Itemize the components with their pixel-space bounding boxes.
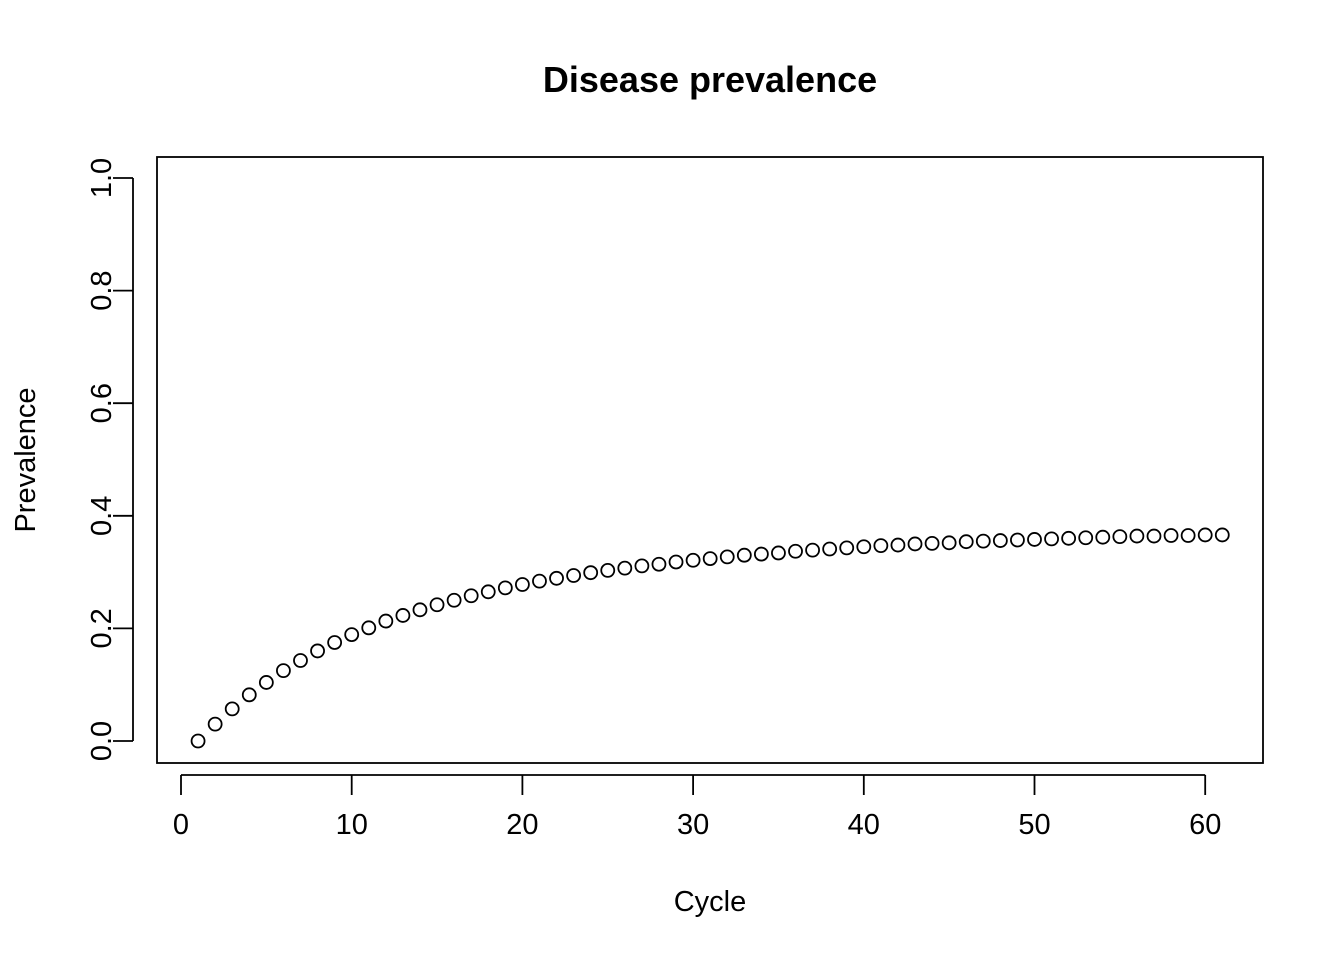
- x-axis-label: Cycle: [674, 886, 747, 918]
- data-point: [446, 592, 462, 608]
- data-point: [600, 563, 616, 578]
- x-axis: 0 10 20 30 40 50 60: [173, 774, 1221, 841]
- data-point: [361, 620, 377, 636]
- data-point: [1044, 531, 1059, 547]
- data-point: [1214, 527, 1230, 543]
- data-point: [480, 584, 496, 600]
- data-point: [566, 568, 582, 583]
- data-point: [1112, 529, 1128, 545]
- data-point: [549, 570, 564, 586]
- data-point: [1027, 532, 1042, 547]
- y-tick-label: 0.8: [86, 270, 118, 310]
- data-point: [258, 675, 274, 690]
- data-point: [719, 549, 735, 565]
- data-point: [788, 543, 803, 559]
- data-point: [583, 565, 599, 581]
- data-point: [1078, 530, 1094, 546]
- data-point: [429, 597, 445, 613]
- data-point: [1197, 527, 1213, 543]
- data-point: [532, 573, 547, 589]
- data-point: [378, 613, 394, 629]
- data-point: [224, 701, 240, 717]
- data-points: [190, 527, 1230, 749]
- data-point: [395, 608, 411, 623]
- x-tick-label: 30: [677, 809, 709, 841]
- data-point: [924, 535, 940, 551]
- data-point: [1163, 528, 1179, 543]
- data-point: [702, 551, 718, 566]
- x-tick-label: 10: [336, 809, 368, 841]
- data-point: [241, 687, 257, 703]
- data-point: [344, 627, 360, 642]
- data-point: [1146, 528, 1162, 544]
- data-point: [634, 558, 650, 574]
- data-point: [685, 552, 701, 568]
- data-point: [822, 541, 838, 557]
- data-point: [293, 653, 308, 668]
- data-point: [839, 540, 855, 556]
- y-tick-label: 0.6: [86, 383, 118, 423]
- data-point: [907, 536, 923, 552]
- data-point: [617, 560, 633, 576]
- data-point: [805, 542, 820, 558]
- data-point: [1061, 530, 1077, 546]
- data-point: [1180, 528, 1196, 543]
- data-point: [207, 716, 223, 732]
- data-point: [856, 539, 872, 555]
- chart-title: Disease prevalence: [543, 59, 877, 100]
- data-point: [497, 580, 513, 596]
- data-point: [651, 556, 667, 572]
- data-point: [190, 733, 206, 749]
- y-axis-label: Prevalence: [10, 387, 42, 532]
- data-point: [975, 533, 991, 549]
- data-point: [992, 533, 1008, 548]
- data-point: [890, 537, 906, 553]
- data-point: [771, 545, 786, 561]
- x-tick-label: 40: [848, 809, 880, 841]
- data-point: [668, 554, 684, 570]
- data-point: [515, 577, 530, 592]
- data-point: [412, 602, 428, 618]
- data-point: [463, 588, 479, 604]
- data-point: [958, 534, 974, 550]
- y-tick-label: 1.0: [86, 158, 118, 198]
- y-tick-label: 0.0: [86, 721, 118, 761]
- data-point: [941, 535, 957, 551]
- plot-frame: [156, 156, 1264, 764]
- data-point: [310, 643, 325, 659]
- y-tick-label: 0.2: [86, 608, 118, 648]
- data-point: [327, 635, 343, 650]
- data-point: [276, 663, 291, 679]
- y-tick-label: 0.4: [86, 496, 118, 536]
- data-point: [736, 547, 752, 563]
- data-point: [753, 546, 769, 562]
- x-tick-label: 20: [506, 809, 538, 841]
- x-tick-label: 60: [1189, 809, 1221, 841]
- x-tick-label: 0: [173, 809, 189, 841]
- data-point: [1010, 532, 1025, 548]
- y-axis: 0.0 0.2 0.4 0.6 0.8 1.0: [86, 158, 134, 761]
- data-point: [873, 538, 889, 554]
- x-tick-label: 50: [1018, 809, 1050, 841]
- data-point: [1129, 528, 1145, 544]
- data-point: [1095, 529, 1111, 545]
